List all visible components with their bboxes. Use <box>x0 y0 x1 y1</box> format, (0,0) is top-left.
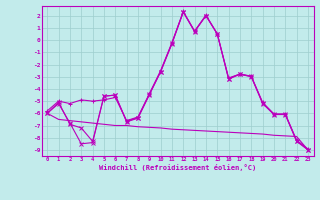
X-axis label: Windchill (Refroidissement éolien,°C): Windchill (Refroidissement éolien,°C) <box>99 164 256 171</box>
